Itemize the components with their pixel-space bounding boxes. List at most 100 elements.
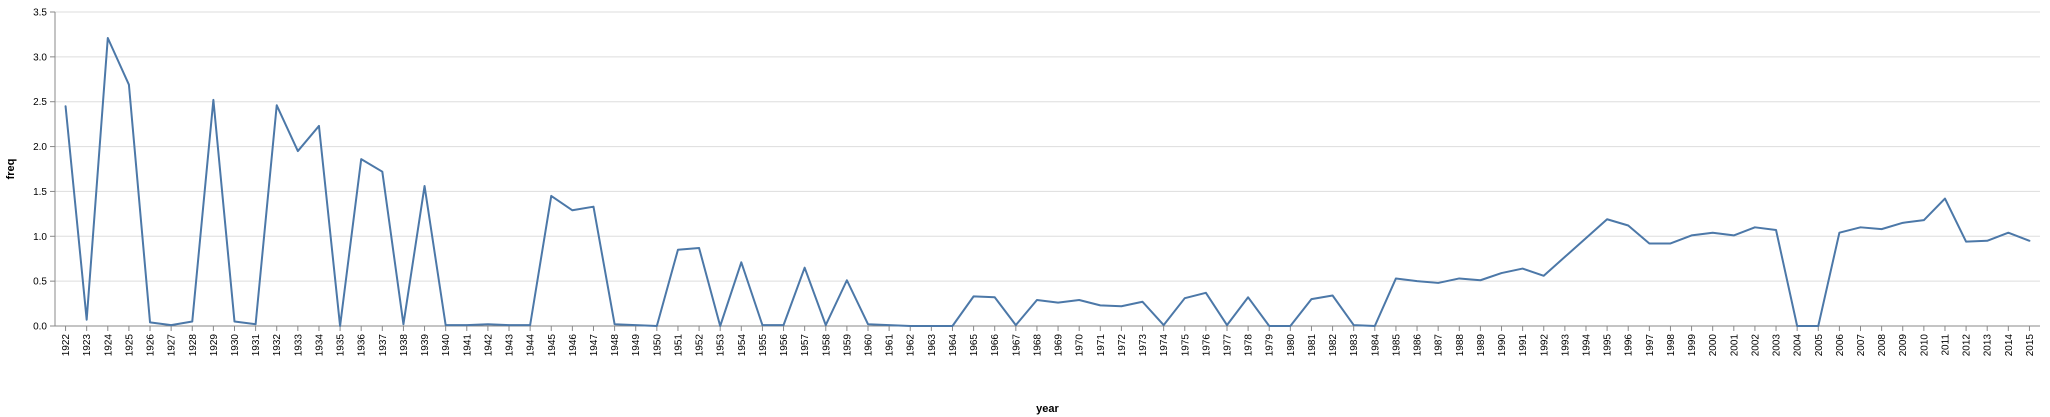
y-tick-label: 1.5 [33,187,47,198]
y-axis-title: freq [5,159,17,180]
x-tick-label: 1999 [1687,334,1698,357]
x-tick-label: 1984 [1370,334,1381,357]
x-tick-label: 1949 [631,334,642,357]
x-tick-label: 2008 [1877,334,1888,357]
x-tick-label: 1970 [1075,334,1086,357]
x-tick-label: 1998 [1666,334,1677,357]
x-tick-label: 1973 [1138,334,1149,357]
x-tick-label: 1944 [526,334,537,357]
x-tick-label: 1956 [779,334,790,357]
x-tick-label: 1981 [1307,334,1318,357]
x-tick-label: 1992 [1539,334,1550,357]
x-tick-label: 2009 [1898,334,1909,357]
x-tick-label: 1987 [1434,334,1445,357]
x-tick-label: 1966 [990,334,1001,357]
x-tick-label: 1979 [1265,334,1276,357]
x-tick-label: 1935 [336,334,347,357]
x-tick-label: 1971 [1096,334,1107,357]
x-tick-label: 1951 [673,334,684,357]
x-tick-label: 1982 [1328,334,1339,357]
y-tick-label: 0.0 [33,322,47,333]
y-tick-label: 1.0 [33,232,47,243]
x-tick-label: 1928 [188,334,199,357]
x-tick-label: 1957 [800,334,811,357]
x-tick-label: 1937 [378,334,389,357]
x-tick-label: 1996 [1624,334,1635,357]
x-tick-label: 1950 [652,334,663,357]
x-tick-label: 1942 [483,334,494,357]
x-tick-label: 1940 [441,334,452,357]
x-tick-label: 2007 [1856,334,1867,357]
x-tick-label: 1989 [1476,334,1487,357]
x-tick-label: 1963 [927,334,938,357]
x-tick-label: 1983 [1349,334,1360,357]
x-tick-label: 1952 [695,334,706,357]
x-tick-label: 1967 [1011,334,1022,357]
x-tick-label: 1997 [1645,334,1656,357]
y-tick-label: 3.0 [33,52,47,63]
x-tick-label: 1977 [1222,334,1233,357]
x-tick-label: 1945 [547,334,558,357]
x-tick-label: 2010 [1919,334,1930,357]
x-tick-label: 1990 [1497,334,1508,357]
x-tick-label: 1922 [61,334,72,357]
x-tick-label: 1943 [505,334,516,357]
x-tick-label: 1976 [1201,334,1212,357]
x-tick-label: 1969 [1054,334,1065,357]
x-tick-label: 1985 [1391,334,1402,357]
x-axis: 1922 1923 1924 1925 1926 1927 1928 1929 1930 1931… [55,325,2040,357]
x-tick-label: 2005 [1814,334,1825,357]
x-tick-label: 1980 [1286,334,1297,357]
x-tick-label: 1978 [1244,334,1255,357]
x-tick-label: 1995 [1603,334,1614,357]
x-tick-label: 1962 [906,334,917,357]
x-tick-label: 1994 [1581,334,1592,357]
x-tick-label: 2000 [1708,334,1719,357]
x-tick-label: 1968 [1032,334,1043,357]
y-tick-label: 2.5 [33,97,47,108]
y-tick-label: 0.5 [33,277,47,288]
y-tick-label: 2.0 [33,142,47,153]
x-tick-label: 1988 [1455,334,1466,357]
x-tick-label: 1929 [209,334,220,357]
x-tick-label: 1936 [357,334,368,357]
x-tick-label: 1933 [293,334,304,357]
x-tick-label: 1975 [1180,334,1191,357]
y-gridlines [55,11,2040,327]
x-tick-label: 2011 [1940,334,1951,356]
x-tick-label: 1958 [821,334,832,357]
x-tick-label: 1938 [399,334,410,357]
x-tick-label: 1964 [948,334,959,357]
x-tick-label: 1953 [716,334,727,357]
x-tick-label: 1925 [124,334,135,357]
x-tick-label: 2002 [1750,334,1761,357]
x-tick-label: 1946 [568,334,579,357]
y-axis: 0.0 0.5 1.0 1.5 2.0 2.5 3.0 3.5 [33,8,56,333]
x-tick-label: 1972 [1117,334,1128,357]
x-tick-label: 1960 [864,334,875,357]
x-tick-label: 2003 [1772,334,1783,357]
x-tick-label: 1923 [82,334,93,357]
x-tick-label: 1974 [1159,334,1170,357]
x-tick-label: 1924 [103,334,114,357]
x-tick-label: 1965 [969,334,980,357]
x-tick-label: 1991 [1518,334,1529,357]
x-tick-label: 1993 [1560,334,1571,357]
x-tick-label: 1941 [462,334,473,357]
x-tick-label: 1948 [610,334,621,357]
x-tick-label: 2014 [2004,334,2015,357]
x-tick-label: 2012 [1962,334,1973,357]
x-tick-label: 1986 [1413,334,1424,357]
x-tick-label: 1930 [230,334,241,357]
x-tick-label: 1954 [737,334,748,357]
x-tick-label: 1934 [314,334,325,357]
x-tick-label: 2001 [1729,334,1740,357]
x-tick-label: 1926 [146,334,157,357]
x-tick-label: 1959 [842,334,853,357]
x-tick-label: 1932 [272,334,283,357]
x-tick-label: 1955 [758,334,769,357]
x-tick-label: 2015 [2025,334,2036,357]
y-tick-label: 3.5 [33,8,47,19]
x-tick-label: 2006 [1835,334,1846,357]
